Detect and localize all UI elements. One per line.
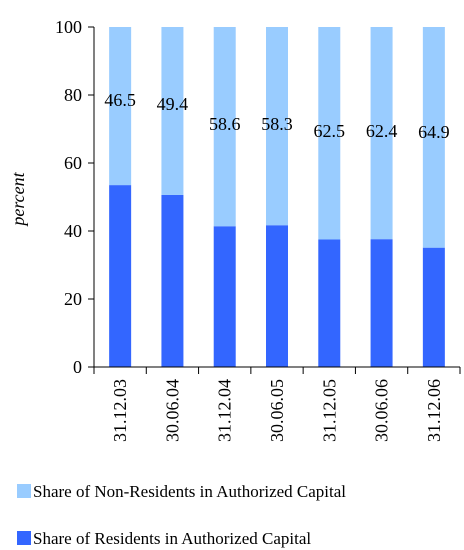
data-label: 62.5: [314, 121, 346, 141]
legend-swatch: [17, 484, 31, 498]
data-label: 58.6: [209, 114, 241, 134]
bar-residents: [370, 239, 393, 367]
y-tick-label: 40: [64, 221, 82, 241]
data-label: 64.9: [418, 122, 450, 142]
bars: [109, 27, 445, 367]
y-axis: 0 20 40 60 80 100: [55, 17, 95, 377]
bar-residents: [266, 225, 288, 367]
x-tick-label: 30.06.05: [267, 379, 287, 442]
data-label: 46.5: [104, 90, 136, 110]
bar-residents: [109, 185, 132, 367]
legend-label: Share of Non-Residents in Authorized Cap…: [33, 482, 346, 501]
y-tick-label: 80: [64, 85, 82, 105]
x-tick-label: 30.06.06: [372, 379, 392, 442]
y-tick-label: 20: [64, 289, 82, 309]
bar-residents: [422, 247, 445, 367]
data-labels: 46.5 49.4 58.6 58.3 62.5 62.4 64.9: [104, 90, 449, 142]
legend-label: Share of Residents in Authorized Capital: [33, 529, 311, 548]
bar-non-residents: [109, 27, 132, 186]
bar-non-residents: [370, 27, 393, 240]
bar-residents: [318, 239, 341, 367]
x-axis: 31.12.03 30.06.04 31.12.04 30.06.05 31.12.05…: [93, 366, 461, 442]
legend-swatch: [17, 531, 31, 545]
legend: Share of Non-Residents in Authorized Cap…: [17, 482, 346, 548]
bar-non-residents: [161, 27, 184, 195]
bar-non-residents: [213, 27, 236, 227]
y-tick-label: 60: [64, 153, 82, 173]
y-axis-label: percent: [8, 171, 28, 227]
x-tick-label: 31.12.03: [110, 379, 130, 442]
x-tick-label: 31.12.05: [319, 379, 339, 442]
bar-residents: [213, 226, 236, 367]
data-label: 49.4: [157, 94, 189, 114]
data-label: 62.4: [366, 121, 398, 141]
data-label: 58.3: [261, 114, 293, 134]
bar-non-residents: [318, 27, 341, 240]
x-tick-label: 30.06.04: [162, 379, 182, 442]
x-tick-label: 31.12.06: [424, 379, 444, 442]
bar-non-residents: [422, 27, 445, 248]
bar-non-residents: [266, 27, 288, 226]
y-tick-label: 100: [55, 17, 82, 37]
y-tick-label: 0: [73, 357, 82, 377]
x-tick-label: 31.12.04: [215, 379, 235, 442]
bar-residents: [161, 194, 184, 367]
